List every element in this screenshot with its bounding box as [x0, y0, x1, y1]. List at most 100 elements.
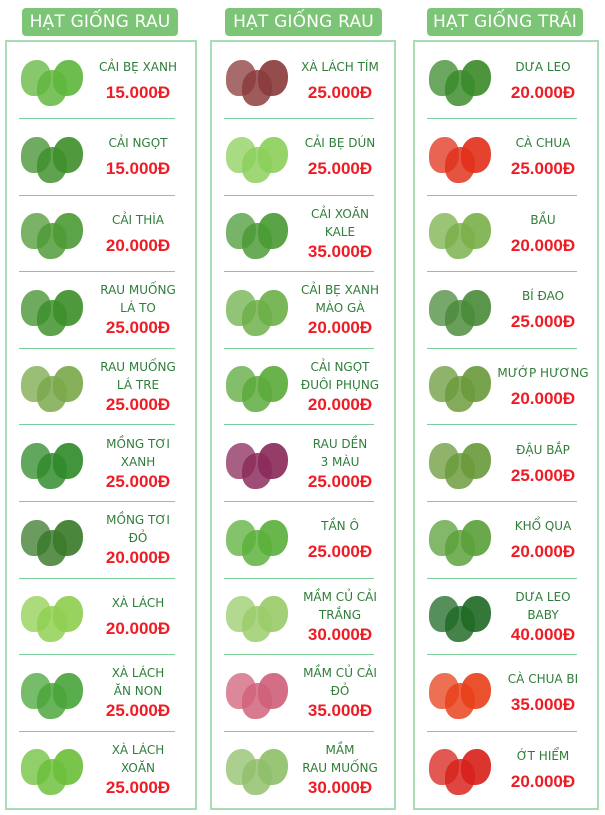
divider — [427, 424, 577, 426]
divider — [427, 501, 577, 502]
divider — [427, 118, 577, 119]
mong-toi-do-image — [15, 512, 83, 568]
product-name: MẦM CỦ CẢI — [303, 589, 377, 604]
product-item: KHỔ QUA 20.000Đ — [415, 502, 597, 579]
divider — [19, 271, 175, 273]
divider — [224, 730, 374, 732]
product-name: MẦM — [325, 742, 355, 757]
ca-chua-bi-image — [423, 665, 491, 721]
cai-xoan-kale-image — [220, 205, 288, 261]
product-price: 25.000Đ — [307, 159, 373, 179]
product-name: CẢI XOĂN — [310, 206, 370, 221]
xa-lach-image — [15, 588, 83, 644]
product-name: BẦU — [530, 212, 556, 227]
product-column: DƯA LEO 20.000Đ CÀ CHUA 25.000Đ BẦU 20.000Đ BÍ… — [413, 40, 599, 810]
product-item: ĐẬU BẮP 25.000Đ — [415, 425, 597, 502]
cai-ngot-duoi-phung-image — [220, 358, 288, 414]
product-price: 20.000Đ — [510, 82, 576, 102]
xa-lach-an-non-image — [15, 665, 83, 721]
product-name: XANH — [120, 454, 156, 469]
divider — [224, 271, 374, 273]
product-column: CẢI BẸ XANH 15.000Đ CẢI NGỌT 15.000Đ CẢI THÌ… — [5, 40, 197, 810]
tan-o-image — [220, 512, 288, 568]
product-price: 20.000Đ — [307, 318, 373, 338]
product-price: 20.000Đ — [105, 548, 171, 568]
divider — [19, 501, 175, 502]
product-name: RAU MUỐNG — [100, 359, 176, 374]
muop-huong-image — [423, 358, 491, 414]
ot-hiem-image — [423, 741, 491, 797]
product-item: RAU DỀN 3 MÀU 25.000Đ — [212, 425, 394, 502]
product-price: 25.000Đ — [105, 394, 171, 414]
product-name: XÀ LÁCH — [111, 666, 165, 681]
product-price: 20.000Đ — [105, 235, 171, 255]
xa-lach-tim-image — [220, 52, 288, 108]
product-name: ĐẬU BẮP — [516, 442, 570, 457]
product-name: TẦN Ô — [321, 519, 359, 534]
divider — [224, 118, 374, 119]
product-name: MƯỚP HƯƠNG — [497, 365, 589, 380]
column-header: HẠT GIỐNG RAU — [22, 8, 178, 36]
cai-be-xanh-image — [15, 52, 83, 108]
product-name: CẢI BẸ XANH — [301, 283, 379, 298]
divider — [19, 118, 175, 119]
divider — [224, 577, 374, 579]
product-price: 25.000Đ — [307, 542, 373, 562]
product-name: CÀ CHUA — [515, 136, 571, 151]
product-price: 25.000Đ — [510, 465, 576, 485]
product-name: CẢI NGỌT — [108, 136, 168, 151]
product-name: DƯA LEO — [515, 59, 571, 74]
divider — [19, 730, 175, 732]
rau-muong-la-to-image — [15, 282, 83, 338]
product-item: MƯỚP HƯƠNG 20.000Đ — [415, 348, 597, 426]
product-name: ỚT HIỂM — [516, 748, 570, 763]
divider — [224, 501, 374, 502]
product-item: TẦN Ô 25.000Đ — [212, 502, 394, 579]
product-name: XÀ LÁCH — [111, 742, 165, 757]
product-name: MỒNG TƠI — [106, 513, 170, 528]
column-header: HẠT GIỐNG TRÁI — [427, 8, 583, 36]
product-item: DƯA LEO BABY 40.000Đ — [415, 578, 597, 656]
product-price: 25.000Đ — [307, 82, 373, 102]
cai-thia-image — [15, 205, 83, 261]
product-price: 25.000Đ — [105, 318, 171, 338]
divider — [19, 347, 175, 349]
ca-chua-image — [423, 129, 491, 185]
product-price: 20.000Đ — [510, 388, 576, 408]
rau-den-3-mau-image — [220, 435, 288, 491]
product-name: DƯA LEO — [515, 589, 571, 604]
product-name: RAU MUỐNG — [302, 760, 378, 775]
product-name: CÀ CHUA BI — [507, 672, 579, 687]
mam-cu-cai-trang-image — [220, 588, 288, 644]
divider — [427, 347, 577, 349]
product-item: XÀ LÁCH TÍM 25.000Đ — [212, 42, 394, 119]
cai-be-dun-image — [220, 129, 288, 185]
product-name: TRẮNG — [318, 607, 362, 622]
product-name: RAU DỀN — [312, 436, 368, 451]
divider — [427, 194, 577, 196]
product-item: MỒNG TƠI ĐỎ 20.000Đ — [7, 502, 195, 579]
product-name: 3 MÀU — [320, 454, 360, 469]
product-name: CẢI NGỌT — [310, 359, 370, 374]
product-item: MỒNG TƠI XANH 25.000Đ — [7, 425, 195, 502]
rau-muong-la-tre-image — [15, 358, 83, 414]
product-name: MẦM CỦ CẢI — [303, 666, 377, 681]
product-price: 15.000Đ — [105, 159, 171, 179]
product-price: 25.000Đ — [105, 777, 171, 797]
product-item: DƯA LEO 20.000Đ — [415, 42, 597, 119]
xa-lach-xoan-image — [15, 741, 83, 797]
product-name: CẢI BẸ XANH — [99, 59, 177, 74]
product-price: 20.000Đ — [307, 394, 373, 414]
product-name: KHỔ QUA — [514, 519, 572, 534]
product-item: MẦM RAU MUỐNG 30.000Đ — [212, 731, 394, 808]
product-item: CÀ CHUA 25.000Đ — [415, 119, 597, 196]
product-name: ĐỎ — [128, 531, 148, 546]
product-price: 30.000Đ — [307, 777, 373, 797]
product-name: XÀ LÁCH — [111, 595, 165, 610]
product-price: 20.000Đ — [510, 235, 576, 255]
product-item: CẢI XOĂN KALE 35.000Đ — [212, 195, 394, 273]
column-header: HẠT GIỐNG RAU — [225, 8, 382, 36]
mam-rau-muong-image — [220, 741, 288, 797]
product-item: ỚT HIỂM 20.000Đ — [415, 731, 597, 808]
product-item: XÀ LÁCH 20.000Đ — [7, 578, 195, 656]
